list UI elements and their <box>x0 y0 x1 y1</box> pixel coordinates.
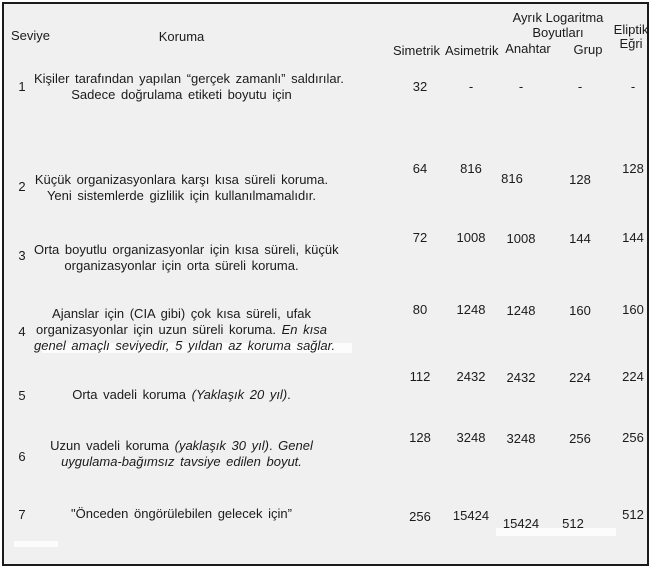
value-eliptik: 256 <box>622 430 644 445</box>
value-anahtar: 3248 <box>506 431 536 446</box>
value-eliptik: - <box>630 79 636 94</box>
value-simetrik: 80 <box>412 302 428 317</box>
value-simetrik: 72 <box>412 230 428 245</box>
header-simetrik: Simetrik <box>393 43 440 58</box>
key-size-table: Seviye Koruma Simetrik Asimetrik Ayrık L… <box>2 2 649 566</box>
header-eliptik-line1: Eliptik <box>613 22 649 37</box>
protection-text: organizasyonlar için orta süreli koruma. <box>64 258 299 273</box>
value-grup: 160 <box>569 303 591 318</box>
value-grup: 144 <box>569 231 591 246</box>
white-artifact-band-bottom-left <box>14 541 58 547</box>
value-eliptik: 144 <box>622 230 644 245</box>
protection-text-italic: genel amaçlı seviyedir, 5 yıldan az koru… <box>34 338 336 353</box>
value-grup: 128 <box>569 172 591 187</box>
value-eliptik: 512 <box>622 507 644 522</box>
level-cell: 5 <box>18 388 26 403</box>
value-anahtar: 1248 <box>506 303 536 318</box>
level-cell: 7 <box>18 507 26 522</box>
protection-text: Ajanslar için (CIA gibi) çok kısa süreli… <box>52 306 311 321</box>
value-simetrik: 64 <box>412 161 428 176</box>
protection-text-italic: (yaklaşık 30 yıl) <box>174 438 269 453</box>
value-asimetrik: 816 <box>460 161 482 176</box>
protection-cell: Ajanslar için (CIA gibi) çok kısa süreli… <box>34 306 335 354</box>
value-anahtar: 15424 <box>502 516 540 531</box>
protection-cell: Orta vadeli koruma (Yaklaşık 20 yıl). <box>34 387 329 403</box>
protection-cell: "Önceden öngörülebilen gelecek için” <box>34 506 329 522</box>
header-ayrik-logaritma-boyutlari: Ayrık Logaritma Boyutları <box>500 10 616 40</box>
protection-text: organizasyonlar için uzun süreli koruma. <box>36 322 282 337</box>
level-cell: 3 <box>18 248 26 263</box>
value-asimetrik: 3248 <box>456 430 486 445</box>
protection-text: . <box>268 438 279 453</box>
value-simetrik: 256 <box>409 509 431 524</box>
header-koruma: Koruma <box>158 29 205 44</box>
value-grup: 224 <box>569 370 591 385</box>
value-eliptik: 224 <box>622 369 644 384</box>
header-ayrik-logaritma-line2: Boyutları <box>532 25 584 40</box>
value-grup: 256 <box>569 431 591 446</box>
protection-text-italic: Genel <box>278 438 313 453</box>
protection-text-italic: (Yaklaşık 20 yıl) <box>191 387 288 402</box>
value-asimetrik: 1008 <box>456 230 486 245</box>
value-anahtar: 1008 <box>506 231 536 246</box>
protection-text: Yeni sistemlerde gizlilik için kullanılm… <box>46 188 317 203</box>
protection-text: Orta boyutlu organizasyonlar için kısa s… <box>34 242 339 257</box>
value-simetrik: 112 <box>409 369 431 384</box>
value-grup: 512 <box>562 516 584 531</box>
level-cell: 2 <box>18 179 26 194</box>
value-eliptik: 160 <box>622 302 644 317</box>
protection-text: Orta vadeli koruma <box>72 387 192 402</box>
header-anahtar: Anahtar <box>505 41 551 56</box>
header-eliptik-line2: Eğri <box>619 36 643 51</box>
white-artifact-band-row7 <box>496 528 616 536</box>
value-asimetrik: - <box>468 79 474 94</box>
protection-cell: Küçük organizasyonlara karşı kısa süreli… <box>34 172 329 204</box>
header-seviye: Seviye <box>11 28 51 43</box>
protection-text: Kişiler tarafından yapılan “gerçek zaman… <box>34 71 344 86</box>
value-asimetrik: 1248 <box>456 302 486 317</box>
level-cell: 4 <box>18 324 26 339</box>
level-cell: 6 <box>18 449 26 464</box>
value-asimetrik: 2432 <box>456 369 486 384</box>
value-anahtar: - <box>518 79 524 94</box>
protection-cell: Kişiler tarafından yapılan “gerçek zaman… <box>34 71 344 103</box>
value-anahtar: 2432 <box>506 370 536 385</box>
header-asimetrik: Asimetrik <box>445 43 499 58</box>
protection-cell: Orta boyutlu organizasyonlar için kısa s… <box>34 242 339 274</box>
value-anahtar: 816 <box>501 171 523 186</box>
value-simetrik: 32 <box>412 79 428 94</box>
protection-text: "Önceden öngörülebilen gelecek için” <box>71 506 292 521</box>
protection-text: . <box>287 387 291 402</box>
header-grup: Grup <box>573 42 603 57</box>
header-ayrik-logaritma-line1: Ayrık Logaritma <box>512 10 604 25</box>
white-artifact-band-row4 <box>42 343 352 353</box>
protection-cell: Uzun vadeli koruma (yaklaşık 30 yıl). Ge… <box>34 438 329 470</box>
protection-text: Küçük organizasyonlara karşı kısa süreli… <box>34 172 329 187</box>
level-cell: 1 <box>18 79 26 94</box>
protection-text-italic: En kısa <box>281 322 327 337</box>
value-grup: - <box>577 79 583 94</box>
value-simetrik: 128 <box>409 430 431 445</box>
protection-text: Uzun vadeli koruma <box>50 438 175 453</box>
protection-text: Sadece doğrulama etiketi boyutu için <box>71 87 292 102</box>
protection-text-italic: uygulama-bağımsız tavsiye edilen boyut. <box>61 454 302 469</box>
value-eliptik: 128 <box>622 161 644 176</box>
header-eliptik-egri: Eliptik Eğri <box>603 23 654 51</box>
value-asimetrik: 15424 <box>452 508 490 523</box>
